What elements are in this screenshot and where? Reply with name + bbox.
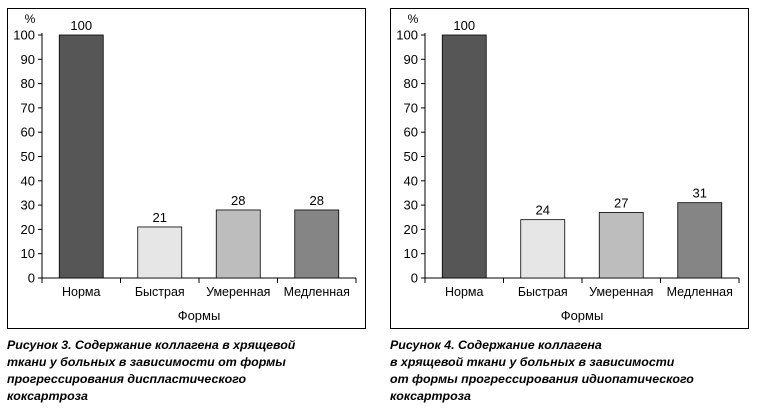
y-tick-label: 100 (396, 28, 418, 43)
y-tick-label: 0 (411, 271, 418, 286)
bar (294, 209, 340, 279)
x-tick-label: Норма (62, 285, 101, 299)
caption-line: прогрессирования диспластического (7, 372, 247, 386)
y-tick-label: 70 (21, 100, 35, 115)
data-label: 28 (310, 193, 324, 208)
x-tick-label: Быстрая (518, 285, 568, 299)
y-tick-label: 50 (404, 149, 418, 164)
caption-line: коксартроза (390, 389, 471, 403)
bar (215, 209, 261, 279)
y-tick-label: 80 (21, 76, 35, 91)
caption-line: ткани у больных в зависимости от формы (7, 355, 286, 369)
bar (677, 202, 723, 279)
y-tick-label: 60 (21, 125, 35, 140)
bar (441, 34, 487, 279)
bar (520, 219, 566, 279)
caption-line: Рисунок 3. Содержание коллагена в хрящев… (7, 338, 296, 352)
figure-panel-3: % 0 10 20 30 40 50 60 70 80 90 100 100 Норма 21 Быстрая… (0, 0, 368, 409)
y-tick-label: 40 (404, 173, 418, 188)
bar (137, 226, 183, 279)
y-tick-label: 20 (21, 222, 35, 237)
y-axis-label: % (408, 12, 419, 26)
data-label: 28 (231, 193, 245, 208)
chart-frame (390, 8, 749, 329)
bar (598, 211, 644, 279)
y-tick-label: 50 (21, 149, 35, 164)
x-tick-label: Быстрая (135, 285, 185, 299)
bar-chart-figure-3: % 0 10 20 30 40 50 60 70 80 90 100 100 Норма 21 Быстрая… (13, 12, 357, 323)
data-label: 24 (536, 203, 550, 218)
data-label: 27 (614, 195, 628, 210)
data-label: 100 (70, 18, 92, 33)
figure-caption: Рисунок 4. Содержание коллагена в хрящев… (390, 337, 750, 405)
y-tick-label: 70 (404, 100, 418, 115)
y-tick-label: 60 (404, 125, 418, 140)
y-tick-label: 100 (13, 28, 35, 43)
y-tick-label: 30 (21, 198, 35, 213)
y-tick-label: 10 (21, 246, 35, 261)
y-tick-label: 30 (404, 198, 418, 213)
chart-frame (7, 8, 366, 329)
x-axis-label: Формы (561, 308, 604, 323)
y-tick-label: 80 (404, 76, 418, 91)
x-axis-label: Формы (178, 308, 221, 323)
y-tick-label: 0 (28, 271, 35, 286)
x-tick-label: Медленная (284, 285, 350, 299)
figure-caption: Рисунок 3. Содержание коллагена в хрящев… (7, 337, 367, 405)
caption-line: Рисунок 4. Содержание коллагена (390, 338, 602, 352)
bar (58, 34, 104, 279)
bar-chart-figure-4: % 0 10 20 30 40 50 60 70 80 90 100 100 Норма 24 Быстрая… (396, 12, 740, 323)
y-axis-label: % (25, 12, 36, 26)
caption-line: от формы прогрессирования идиопатическог… (390, 372, 694, 386)
x-tick-label: Медленная (667, 285, 733, 299)
y-tick-label: 20 (404, 222, 418, 237)
x-tick-label: Норма (445, 285, 484, 299)
caption-line: в хрящевой ткани у больных в зависимости (390, 355, 675, 369)
y-tick-label: 90 (21, 52, 35, 67)
caption-line: коксартроза (7, 389, 88, 403)
y-tick-label: 40 (21, 173, 35, 188)
x-tick-label: Умеренная (206, 285, 270, 299)
data-label: 21 (153, 210, 167, 225)
figure-panel-4: % 0 10 20 30 40 50 60 70 80 90 100 100 Норма 24 Быстрая… (383, 0, 751, 409)
y-tick-label: 90 (404, 52, 418, 67)
y-tick-label: 10 (404, 246, 418, 261)
data-label: 100 (453, 18, 475, 33)
x-tick-label: Умеренная (589, 285, 653, 299)
data-label: 31 (693, 186, 707, 201)
